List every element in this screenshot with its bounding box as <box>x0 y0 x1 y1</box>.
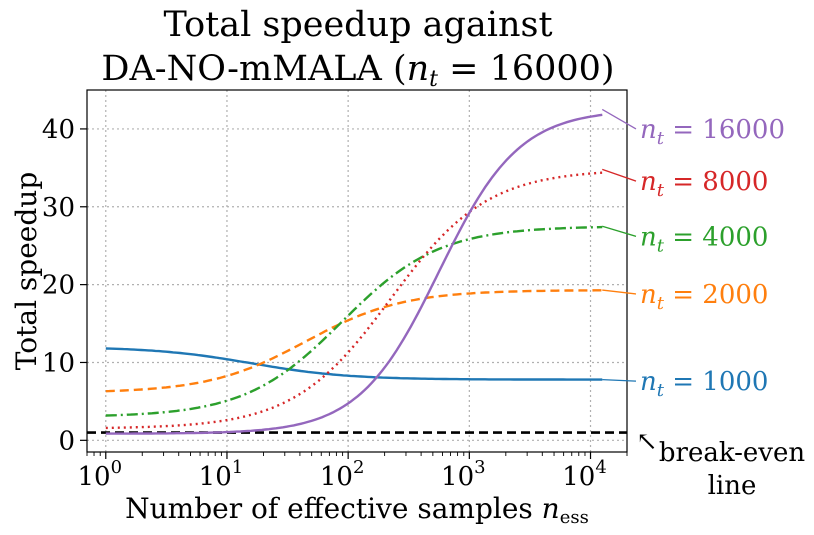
series-leader-0 <box>602 378 637 382</box>
series-leader-3 <box>602 168 637 182</box>
x-axis-label: Number of effective samples ness <box>125 492 589 528</box>
series-line-4 <box>105 113 603 435</box>
break-even-arrow: ↖ <box>636 427 658 457</box>
x-tick-label-3: 103 <box>441 457 486 492</box>
series-leader-1 <box>602 289 637 295</box>
grid-layer <box>87 90 627 452</box>
series-line-0 <box>105 347 603 381</box>
series-label-layer: nt = 1000 nt = 2000 nt = 4000 nt = 8000 nt =… <box>601 108 785 401</box>
chart-title-line1: Total speedup against <box>163 5 552 45</box>
x-tick-label-0: 100 <box>77 457 122 492</box>
series-line-3 <box>105 171 603 430</box>
series-leader-2 <box>602 225 637 237</box>
series-label-4: nt = 16000 <box>640 115 785 149</box>
y-tick-label-4: 40 <box>42 115 75 145</box>
y-axis-label: Total speedup <box>10 172 43 370</box>
series-label-0: nt = 1000 <box>640 367 768 401</box>
series-label-1: nt = 2000 <box>640 280 768 314</box>
series-label-3: nt = 8000 <box>640 167 768 201</box>
tick-layer: 100 101 102 103 104 0 10 20 30 40 <box>42 115 628 492</box>
break-even-label-line2: line <box>708 471 757 501</box>
series-layer <box>105 113 603 435</box>
series-leader-4 <box>601 108 637 130</box>
chart-title-line2: DA-NO-mMALA (nt = 16000) <box>101 49 614 92</box>
x-tick-label-2: 102 <box>320 457 365 492</box>
x-tick-label-4: 104 <box>562 457 607 492</box>
break-even-label-line1: break-even <box>659 438 806 468</box>
x-tick-label-1: 101 <box>199 457 244 492</box>
series-line-2 <box>105 225 603 417</box>
y-tick-label-1: 10 <box>42 348 75 378</box>
series-label-2: nt = 4000 <box>640 222 768 256</box>
y-tick-label-3: 30 <box>42 193 75 223</box>
y-tick-label-0: 0 <box>58 426 75 456</box>
y-tick-label-2: 20 <box>42 271 75 301</box>
plot-frame <box>86 89 628 453</box>
